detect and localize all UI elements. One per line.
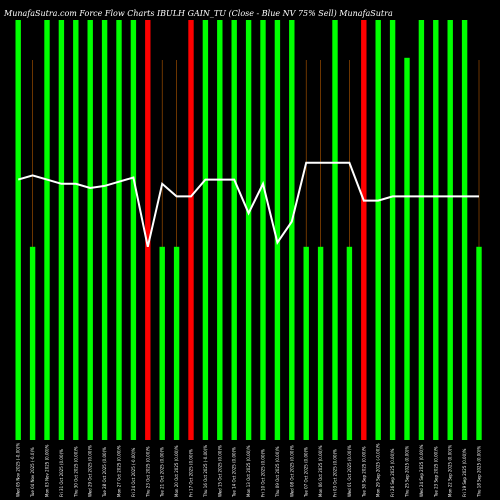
bar-8 bbox=[130, 20, 137, 440]
x-tick-label: Mon 27 Oct 2025 (0.00)% bbox=[117, 445, 122, 497]
x-tick-label: Thu 23 Oct 2025 (0.00)% bbox=[145, 446, 150, 498]
bar-2 bbox=[44, 20, 50, 440]
x-tick-label: Tue 04 Nov 2025 (-0.0)% bbox=[30, 447, 35, 498]
bar-11 bbox=[173, 246, 180, 440]
bar-4 bbox=[73, 20, 79, 440]
x-tick-label: Thu 16 Oct 2025 (-0.00)% bbox=[203, 445, 208, 498]
x-tick-label: Mon 13 Oct 2025 (0.00)% bbox=[246, 445, 251, 497]
x-tick-label: Thu 18 Sep 2025 (0.00)% bbox=[477, 446, 482, 498]
x-tick-label: Fri 31 Oct 2025 (0.00)% bbox=[59, 449, 64, 497]
bar-13 bbox=[202, 20, 209, 440]
bar-20 bbox=[303, 246, 309, 440]
x-tick-label: Mon 22 Sep 2025 (0.00)% bbox=[448, 445, 453, 497]
bar-21 bbox=[317, 246, 324, 440]
x-tick-label: Thu 30 Oct 2025 (0.00)% bbox=[73, 446, 78, 498]
close-line bbox=[17, 161, 479, 248]
x-tick-label: Tue 30 Sep 2025 (0.00)% bbox=[361, 446, 366, 498]
x-tick-label: Tue 07 Oct 2025 (0.00)% bbox=[304, 447, 309, 498]
x-tick-label: Fri 03 Oct 2025 (0.00)% bbox=[333, 449, 338, 497]
x-tick-label: Fri 19 Sep 2025 (0.00)% bbox=[462, 448, 467, 497]
x-tick-label: Mon 03 Nov 2025 (0.00)% bbox=[45, 444, 50, 497]
bar-18 bbox=[274, 20, 281, 440]
x-tick-label: Mon 06 Oct 2025 (0.00)% bbox=[318, 445, 323, 497]
bar-26 bbox=[389, 20, 396, 440]
x-tick-label: Fri 24 Oct 2025 (-0.00)% bbox=[131, 447, 136, 497]
bar-3 bbox=[58, 20, 65, 440]
bar-6 bbox=[101, 20, 108, 440]
bar-29 bbox=[433, 20, 439, 440]
x-tick-labels: Wed 05 Nov 2025 (-0.00)% Tue 04 Nov 2025 … bbox=[16, 443, 482, 498]
bar-7 bbox=[116, 20, 122, 440]
x-tick-label: Thu 25 Sep 2025 (0.00)% bbox=[405, 446, 410, 498]
bar-23 bbox=[346, 246, 353, 440]
x-tick-label: Wed 29 Oct 2025 (0.00)% bbox=[88, 445, 93, 497]
x-tick-label: Thu 09 Oct 2025 (0.00)% bbox=[275, 446, 280, 498]
bar-28 bbox=[418, 20, 425, 440]
x-tick-label: Fri 17 Oct 2025 (0.00)% bbox=[189, 449, 194, 497]
bar-16 bbox=[245, 20, 252, 440]
bar-17 bbox=[260, 20, 266, 440]
x-tick-label: Wed 24 Sep 2025 (0.00)% bbox=[419, 444, 424, 497]
x-tick-label: Tue 14 Oct 2025 (0.00)% bbox=[232, 447, 237, 498]
bar-14 bbox=[217, 20, 223, 440]
bar-5 bbox=[87, 20, 93, 440]
bar-22 bbox=[332, 20, 338, 440]
bar-12 bbox=[188, 20, 194, 440]
x-tick-label: Fri 10 Oct 2025 (0.00)% bbox=[261, 449, 266, 497]
x-tick-label: Wed 08 Oct 2025 (0.00)% bbox=[289, 445, 294, 497]
x-tick-label: Tue 21 Oct 2025 (0.00)% bbox=[160, 447, 165, 498]
x-tick-label: Mon 20 Oct 2025 (0.00)% bbox=[174, 445, 179, 497]
bar-10 bbox=[159, 246, 165, 440]
chart-title: MunafaSutra.com Force Flow Charts IBULH … bbox=[3, 9, 393, 18]
x-tick-label: Wed 15 Oct 2025 (0.00)% bbox=[217, 445, 222, 497]
bar-1 bbox=[29, 246, 36, 440]
x-tick-label: Mon 29 Sep 2025 (-0.00)% bbox=[376, 443, 381, 497]
x-tick-label: Tue 28 Oct 2025 (0.00)% bbox=[102, 447, 107, 498]
x-tick-label: Fri 26 Sep 2025 (0.00)% bbox=[390, 448, 395, 497]
bar-30 bbox=[447, 20, 453, 440]
bar-24 bbox=[361, 20, 367, 440]
x-tick-label: Tue 23 Sep 2025 (0.00)% bbox=[433, 446, 438, 498]
bar-15 bbox=[231, 20, 237, 440]
bars bbox=[15, 20, 482, 441]
bar-25 bbox=[375, 20, 381, 440]
x-tick-label: Wed 01 Oct 2025 (0.00)% bbox=[347, 445, 352, 497]
bar-27 bbox=[404, 57, 410, 441]
bar-19 bbox=[289, 20, 295, 440]
bar-9 bbox=[145, 20, 151, 440]
x-tick-label: Wed 05 Nov 2025 (-0.00)% bbox=[16, 443, 21, 497]
bar-31 bbox=[461, 20, 468, 440]
bar-32 bbox=[476, 246, 482, 440]
bar-0 bbox=[15, 20, 21, 440]
